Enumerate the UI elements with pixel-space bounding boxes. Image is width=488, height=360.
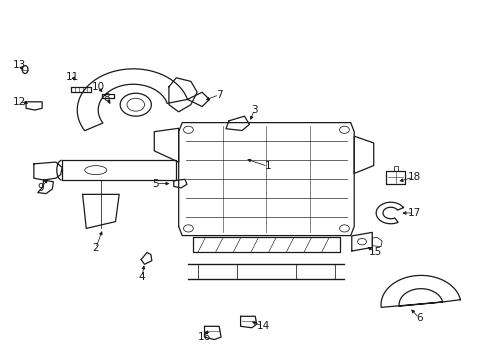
Text: 8: 8 — [103, 93, 110, 103]
Text: 13: 13 — [13, 59, 26, 69]
Text: 18: 18 — [407, 172, 420, 182]
Text: 5: 5 — [152, 179, 159, 189]
Text: 1: 1 — [264, 161, 271, 171]
Text: 6: 6 — [415, 313, 422, 323]
Text: 3: 3 — [250, 105, 257, 115]
Text: 11: 11 — [66, 72, 80, 82]
Text: 14: 14 — [256, 321, 269, 331]
Text: 15: 15 — [368, 247, 381, 257]
Text: 16: 16 — [198, 332, 211, 342]
Text: 2: 2 — [92, 243, 99, 253]
Text: 12: 12 — [13, 97, 26, 107]
Text: 7: 7 — [215, 90, 222, 100]
Text: 9: 9 — [38, 183, 44, 193]
Text: 17: 17 — [407, 208, 420, 218]
Text: 4: 4 — [139, 272, 145, 282]
Text: 10: 10 — [91, 82, 104, 92]
